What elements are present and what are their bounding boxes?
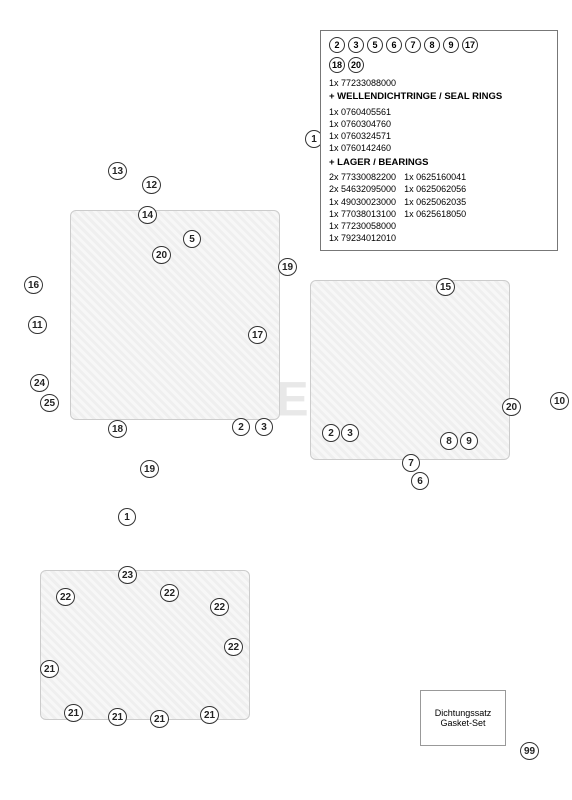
callout-21: 21 bbox=[108, 708, 127, 726]
callout-15: 15 bbox=[436, 278, 455, 296]
bearing-part-number: 1x 0625618050 bbox=[404, 208, 466, 220]
seal-part-number: 1x 0760304760 bbox=[329, 118, 549, 130]
callout-9: 9 bbox=[460, 432, 478, 450]
callout-6: 6 bbox=[411, 472, 429, 490]
ref-circle: 3 bbox=[348, 37, 364, 53]
callout-20: 20 bbox=[152, 246, 171, 264]
callout-21: 21 bbox=[200, 706, 219, 724]
ref-circle: 6 bbox=[386, 37, 402, 53]
ref-circle: 7 bbox=[405, 37, 421, 53]
bearing-part-number: 1x 0625062035 bbox=[404, 196, 466, 208]
callout-2: 2 bbox=[232, 418, 250, 436]
callout-16: 16 bbox=[24, 276, 43, 294]
bearing-part-number: 1x 0625062056 bbox=[404, 183, 466, 195]
callout-22: 22 bbox=[160, 584, 179, 602]
callout-10: 10 bbox=[550, 392, 569, 410]
seal-part-number: 1x 0760142460 bbox=[329, 142, 549, 154]
callout-17: 17 bbox=[248, 326, 267, 344]
callout-3: 3 bbox=[341, 424, 359, 442]
bearings-header: + LAGER / BEARINGS bbox=[329, 157, 549, 170]
ref-circle: 8 bbox=[424, 37, 440, 53]
callout-20: 20 bbox=[502, 398, 521, 416]
bearing-part-number: 2x 77330082200 bbox=[329, 171, 396, 183]
ref-circle: 5 bbox=[367, 37, 383, 53]
callout-21: 21 bbox=[64, 704, 83, 722]
bearing-part-number: 1x 0625160041 bbox=[404, 171, 466, 183]
gasket-set-box: Dichtungssatz Gasket-Set bbox=[420, 690, 506, 746]
callout-24: 24 bbox=[30, 374, 49, 392]
ref-circle: 2 bbox=[329, 37, 345, 53]
callout-21: 21 bbox=[40, 660, 59, 678]
seal-rings-header: + WELLENDICHTRINGE / SEAL RINGS bbox=[329, 91, 549, 104]
ref-circle: 18 bbox=[329, 57, 345, 73]
seal-part-number: 1x 0760324571 bbox=[329, 130, 549, 142]
seal-part-number: 1x 0760405561 bbox=[329, 106, 549, 118]
callout-12: 12 bbox=[142, 176, 161, 194]
callout-7: 7 bbox=[402, 454, 420, 472]
gasket-line2: Gasket-Set bbox=[440, 718, 485, 728]
ref-circle: 20 bbox=[348, 57, 364, 73]
callout-11: 11 bbox=[28, 316, 47, 334]
diagram-layer: 1122335678910111213141516171819192020212… bbox=[0, 0, 572, 800]
parts-info-box: 235678917 1820 1x 77233088000 + WELLENDI… bbox=[320, 30, 558, 251]
bearing-part-number: 1x 49030023000 bbox=[329, 196, 396, 208]
callout-8: 8 bbox=[440, 432, 458, 450]
callout-25: 25 bbox=[40, 394, 59, 412]
bearing-part-number: 1x 77038013100 bbox=[329, 208, 396, 220]
engine-case-left bbox=[70, 210, 280, 420]
bearing-part-number: 2x 54632095000 bbox=[329, 183, 396, 195]
engine-case-right bbox=[310, 280, 510, 460]
callout-22: 22 bbox=[56, 588, 75, 606]
bearing-part-number: 1x 79234012010 bbox=[329, 232, 396, 244]
callout-22: 22 bbox=[210, 598, 229, 616]
callout-19: 19 bbox=[278, 258, 297, 276]
callout-14: 14 bbox=[138, 206, 157, 224]
callout-3: 3 bbox=[255, 418, 273, 436]
callout-23: 23 bbox=[118, 566, 137, 584]
kit-part-number: 1x 77233088000 bbox=[329, 77, 549, 89]
ref-circle: 17 bbox=[462, 37, 478, 53]
bearing-part-number: 1x 77230058000 bbox=[329, 220, 396, 232]
gasket-line1: Dichtungssatz bbox=[435, 708, 492, 718]
callout-22: 22 bbox=[224, 638, 243, 656]
callout-99: 99 bbox=[520, 742, 539, 760]
callout-19: 19 bbox=[140, 460, 159, 478]
callout-13: 13 bbox=[108, 162, 127, 180]
callout-2: 2 bbox=[322, 424, 340, 442]
callout-1: 1 bbox=[118, 508, 136, 526]
callout-18: 18 bbox=[108, 420, 127, 438]
callout-5: 5 bbox=[183, 230, 201, 248]
callout-21: 21 bbox=[150, 710, 169, 728]
ref-circle: 9 bbox=[443, 37, 459, 53]
